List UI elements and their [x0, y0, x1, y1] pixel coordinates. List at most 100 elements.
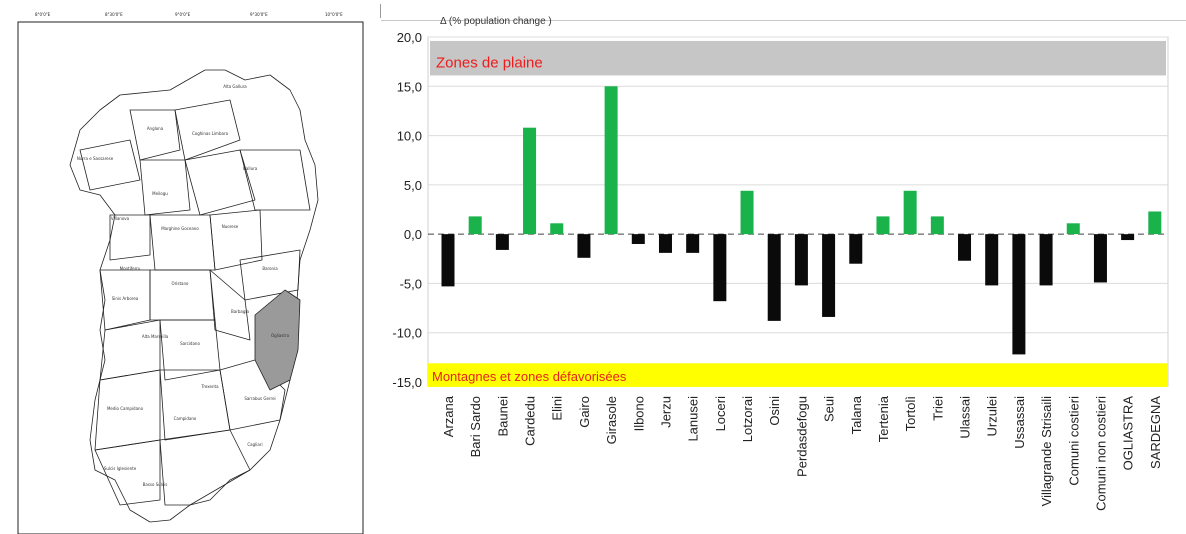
bar: [1148, 211, 1162, 235]
chart-title: Δ (% population change ): [440, 16, 552, 27]
svg-text:9°30'0"E: 9°30'0"E: [250, 12, 268, 17]
svg-text:Anglona: Anglona: [147, 126, 164, 131]
bars: [441, 86, 1162, 355]
bar: [876, 216, 890, 235]
y-tick-label: 0,0: [404, 227, 422, 242]
y-tick-label: 15,0: [397, 79, 422, 94]
x-tick-label: Comuni costieri: [1066, 396, 1081, 486]
bar: [1093, 234, 1107, 283]
panel-divider: [380, 4, 381, 18]
bar: [441, 234, 455, 287]
bar: [822, 234, 836, 317]
svg-text:8°30'0"E: 8°30'0"E: [105, 12, 123, 17]
bar: [740, 190, 754, 235]
chart-top-rule: [381, 20, 1186, 21]
top-band: [430, 40, 1166, 76]
svg-text:Trexenta: Trexenta: [200, 384, 219, 389]
x-tick-label: Ilbono: [631, 396, 646, 431]
svg-text:Oristano: Oristano: [172, 281, 190, 286]
bar: [604, 86, 618, 235]
x-tick-label: Tortolì: [903, 396, 918, 431]
bar: [985, 234, 999, 286]
y-tick-label: -5,0: [400, 276, 422, 291]
svg-text:Montiferru: Montiferru: [120, 266, 141, 271]
svg-text:Sinis Arborea: Sinis Arborea: [112, 296, 139, 301]
svg-text:Meilogu: Meilogu: [152, 191, 168, 196]
bottom-band: [428, 363, 1168, 387]
svg-text:9°0'0"E: 9°0'0"E: [175, 12, 191, 17]
bar: [1066, 223, 1080, 235]
svg-text:8°0'0"E: 8°0'0"E: [35, 12, 51, 17]
svg-text:Sarrabus Gerrei: Sarrabus Gerrei: [244, 396, 275, 401]
svg-text:Basso Sulcis: Basso Sulcis: [143, 482, 168, 487]
x-tick-label: Arzana: [441, 395, 456, 437]
bar: [713, 234, 727, 302]
x-tick-label: Ussassai: [1012, 396, 1027, 449]
x-tick-label: Tertenia: [876, 395, 891, 442]
x-tick-label: Lanusei: [686, 396, 701, 442]
y-tick-label: 10,0: [397, 129, 422, 144]
bar: [794, 234, 808, 286]
bottom-band-label: Montagnes et zones défavorisées: [432, 369, 627, 384]
bar: [903, 190, 917, 235]
x-axis-labels: Arzana Bari Sardo Baunei Cardedu Elini Gairo G…: [441, 395, 1163, 511]
x-tick-label: SARDEGNA: [1148, 396, 1163, 469]
x-tick-label: Cardedu: [523, 396, 538, 446]
x-tick-label: Lotzorai: [740, 396, 755, 442]
y-tick-label: -10,0: [392, 326, 422, 341]
svg-text:Sulcis Iglesiente: Sulcis Iglesiente: [104, 466, 137, 471]
x-tick-label: Loceri: [713, 396, 728, 432]
x-tick-label: Bari Sardo: [468, 396, 483, 457]
bar: [767, 234, 781, 321]
svg-text:Alta Gallura: Alta Gallura: [223, 84, 247, 89]
svg-text:Ogliastra: Ogliastra: [271, 333, 290, 338]
bar: [658, 234, 672, 253]
bar: [495, 234, 509, 250]
x-tick-label: Urzulei: [985, 396, 1000, 437]
svg-text:Nurra e Sassarese: Nurra e Sassarese: [77, 156, 114, 161]
bar: [1012, 234, 1026, 355]
svg-text:Barbagia: Barbagia: [231, 309, 249, 314]
bar: [468, 216, 482, 235]
x-tick-label: OGLIASTRA: [1121, 396, 1136, 471]
bar: [1121, 234, 1135, 241]
y-tick-label: 20,0: [397, 30, 422, 45]
svg-text:Coghinas Limbara: Coghinas Limbara: [192, 131, 229, 136]
zone-bands: Zones de plaine Montagnes et zones défav…: [428, 40, 1168, 387]
bar: [550, 223, 564, 235]
svg-text:Gallura: Gallura: [243, 166, 258, 171]
x-tick-label: Elini: [550, 396, 565, 421]
top-band-label: Zones de plaine: [436, 55, 543, 72]
bar: [1039, 234, 1053, 286]
y-tick-label: -15,0: [392, 375, 422, 390]
population-change-bar-chart: Δ (% population change ) Zones de plaine…: [392, 16, 1169, 511]
svg-text:Campidano: Campidano: [174, 416, 197, 421]
x-tick-label: Jerzu: [658, 396, 673, 428]
svg-text:Nuorese: Nuorese: [222, 224, 239, 229]
sardinia-map-icon: 8°0'0"E 8°30'0"E 9°0'0"E 9°30'0"E 10°0'0"E …: [17, 12, 364, 534]
bar: [631, 234, 645, 244]
svg-text:Sarcidano: Sarcidano: [180, 341, 200, 346]
plot-area: [427, 36, 1169, 387]
svg-text:Alta Marmilla: Alta Marmilla: [142, 334, 169, 339]
x-tick-label: Triei: [930, 396, 945, 421]
x-tick-label: Villagrande Strisaili: [1039, 396, 1054, 506]
x-tick-label: Girasole: [604, 396, 619, 444]
x-tick-label: Baunei: [495, 396, 510, 437]
x-tick-label: Comuni non costieri: [1093, 396, 1108, 511]
x-tick-label: Seui: [822, 396, 837, 422]
x-tick-label: Gairo: [577, 396, 592, 428]
bar: [523, 127, 537, 235]
bar: [686, 234, 700, 253]
y-tick-label: 5,0: [404, 178, 422, 193]
svg-text:Cagliari: Cagliari: [247, 442, 262, 447]
bar: [849, 234, 863, 264]
svg-text:Baronia: Baronia: [262, 266, 278, 271]
bar: [930, 216, 944, 235]
svg-text:Marghine Goceano: Marghine Goceano: [161, 226, 199, 231]
x-tick-label: Talana: [849, 395, 864, 434]
x-tick-label: Perdasdefogu: [794, 396, 809, 477]
bar: [577, 234, 591, 258]
x-tick-label: Ulassai: [958, 396, 973, 439]
svg-text:Medio Campidano: Medio Campidano: [107, 406, 144, 411]
